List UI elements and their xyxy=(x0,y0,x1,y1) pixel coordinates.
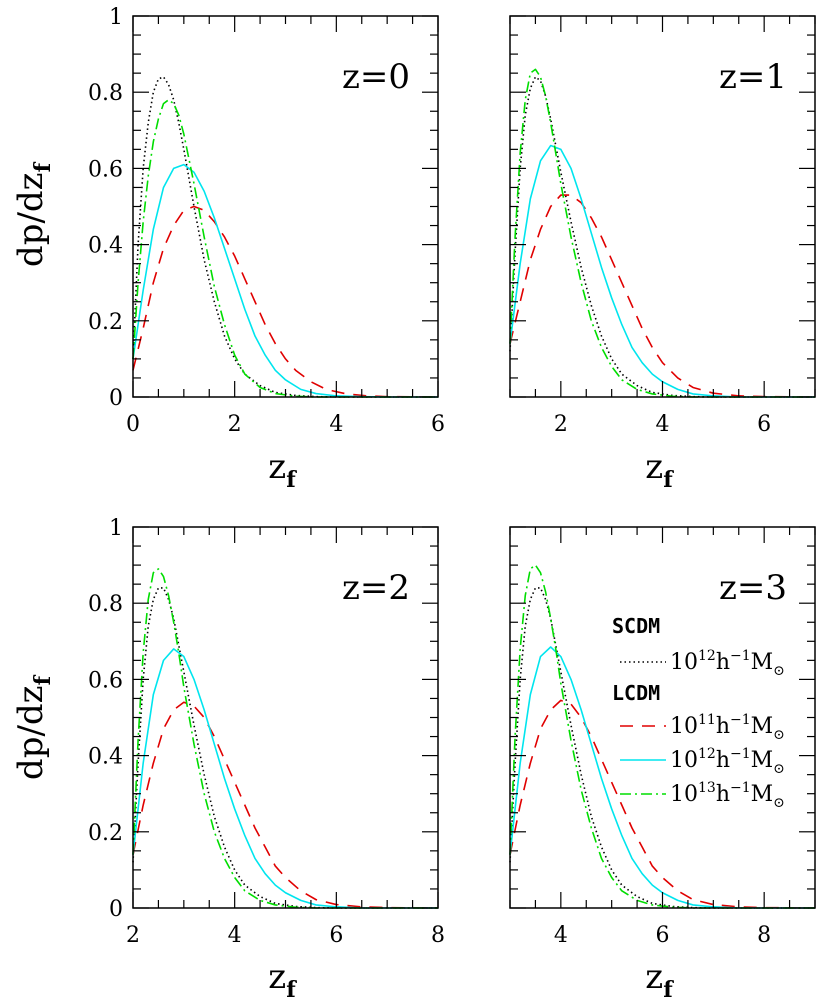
series-line-lcdm_m11 xyxy=(132,205,439,398)
x-axis-label: zf xyxy=(268,957,297,1001)
series-line-scdm_m12 xyxy=(132,587,438,909)
x-tick-label: 4 xyxy=(329,412,343,437)
y-tick-label: 0.4 xyxy=(88,745,123,770)
legend: SCDM 1012h−1M⊙ LCDM 1011h−1M⊙ 1012h−1M⊙ … xyxy=(612,614,785,811)
legend-label-lcdm-m11: 1011h−1M⊙ xyxy=(670,712,785,743)
y-tick-label: 0.8 xyxy=(88,592,123,617)
series-line-lcdm_m11 xyxy=(509,699,816,909)
y-tick-label: 0.2 xyxy=(88,821,123,846)
series-line-lcdm_m13 xyxy=(509,68,815,398)
y-tick-label: 0.4 xyxy=(88,234,123,259)
x-tick-label: 6 xyxy=(757,412,771,437)
x-axis-label: zf xyxy=(268,447,297,493)
x-tick-label: 8 xyxy=(757,923,771,948)
series-line-lcdm_m13 xyxy=(132,568,438,909)
series-line-lcdm_m12 xyxy=(509,144,815,398)
x-tick-label: 2 xyxy=(554,412,568,437)
y-tick-label: 0 xyxy=(109,386,123,411)
panel-z-3: 4 6 8 z=3 xyxy=(509,526,816,948)
y-tick-label: 0.2 xyxy=(88,310,123,335)
x-tick-label: 6 xyxy=(431,412,445,437)
x-tick-label: 0 xyxy=(126,412,140,437)
y-tick-label: 1 xyxy=(109,5,123,30)
panel-z-1: 2 4 6 z=1 xyxy=(509,15,816,437)
panel-title: z=3 xyxy=(719,568,787,608)
legend-label-lcdm-m13: 1013h−1M⊙ xyxy=(670,780,785,811)
y-tick-label: 0.6 xyxy=(88,157,123,182)
legend-heading-lcdm: LCDM xyxy=(612,681,660,705)
y-tick-label: 0.6 xyxy=(88,668,123,693)
series-line-scdm_m12 xyxy=(509,76,815,398)
x-tick-label: 2 xyxy=(126,923,140,948)
y-tick-label: 0 xyxy=(109,897,123,922)
y-tick-label: 1 xyxy=(109,516,123,541)
panel-title: z=2 xyxy=(342,568,410,608)
x-tick-label: 6 xyxy=(329,923,343,948)
x-tick-label: 4 xyxy=(656,412,670,437)
panel-title: z=0 xyxy=(342,57,410,97)
x-tick-label: 8 xyxy=(431,923,445,948)
panel-z-0: 0 2 4 6 0 0.2 0.4 0.6 0.8 1 z=0 xyxy=(88,5,445,437)
y-axis-label-text: dp/dzf xyxy=(11,161,56,267)
y-axis-label-top: dp/dzf xyxy=(11,161,56,267)
y-axis-label-text: dp/dzf xyxy=(11,674,56,780)
series-line-lcdm_m12 xyxy=(132,163,438,398)
series-line-lcdm_m13 xyxy=(509,564,815,909)
y-axis-label-bottom: dp/dzf xyxy=(11,674,56,780)
legend-label-lcdm-m12: 1012h−1M⊙ xyxy=(670,746,785,777)
y-tick-label: 0.8 xyxy=(88,81,123,106)
series-line-lcdm_m12 xyxy=(132,648,438,909)
series-line-scdm_m12 xyxy=(132,76,438,398)
x-tick-label: 2 xyxy=(228,412,242,437)
x-axis-label: zf xyxy=(645,447,674,493)
x-axis-label: zf xyxy=(645,957,674,1001)
panel-title: z=1 xyxy=(719,57,787,97)
x-tick-label: 4 xyxy=(554,923,568,948)
series-line-lcdm_m11 xyxy=(132,701,439,909)
series-line-lcdm_m12 xyxy=(509,646,815,909)
series-line-lcdm_m13 xyxy=(132,99,438,398)
panel-z-2: 2 4 6 8 0 0.2 0.4 0.6 0.8 1 z=2 xyxy=(88,516,445,948)
legend-label-scdm-m12: 1012h−1M⊙ xyxy=(670,648,785,679)
x-tick-label: 6 xyxy=(656,923,670,948)
x-tick-label: 4 xyxy=(228,923,242,948)
legend-heading-scdm: SCDM xyxy=(612,614,660,638)
series-line-lcdm_m11 xyxy=(509,194,816,398)
panels: 0 2 4 600.20.40.60.81z=02 4 6z=12 4 6 800.20.40.… xyxy=(88,5,816,948)
